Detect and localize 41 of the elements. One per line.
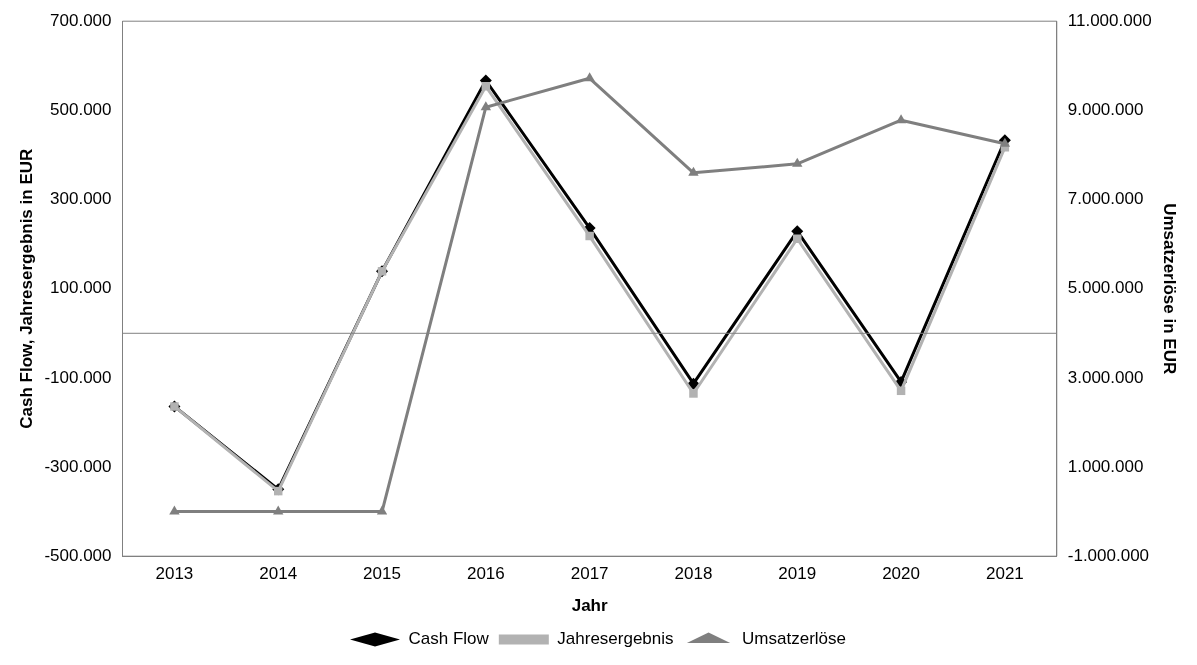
point — [481, 82, 491, 91]
x-tick-label: 2014 — [259, 564, 298, 584]
point — [584, 72, 595, 82]
y-tick-label: 700.000 — [50, 10, 112, 30]
x-tick-label: 2015 — [363, 564, 401, 584]
y2-axis-title: Umsatzerlöse in EUR — [1160, 203, 1180, 375]
point — [689, 389, 698, 398]
legend-label: Cash Flow — [408, 629, 490, 649]
y-tick-label: -500.000 — [44, 545, 112, 565]
y-tick-label: 500.000 — [50, 100, 112, 120]
y-tick-label: -100.000 — [44, 367, 112, 387]
y2-tick-label: 7.000.000 — [1067, 189, 1144, 209]
point — [895, 114, 907, 124]
legend-label: Umsatzerlöse — [742, 629, 846, 649]
point — [480, 101, 492, 111]
point — [376, 505, 388, 515]
y2-tick-label: 3.000.000 — [1067, 367, 1144, 387]
y2-tick-label: 5.000.000 — [1067, 278, 1144, 298]
point — [688, 166, 699, 176]
y2-tick-label: 9.000.000 — [1067, 100, 1144, 120]
y2-tick-label: 11.000.000 — [1067, 10, 1152, 30]
point — [792, 157, 803, 167]
y2-tick-label: -1.000.000 — [1067, 545, 1150, 565]
point — [585, 231, 594, 241]
x-tick-label: 2020 — [882, 564, 920, 584]
legend-label: Jahresergebnis — [557, 629, 674, 649]
x-tick-label: 2013 — [155, 564, 194, 584]
x-tick-label: 2017 — [570, 564, 609, 584]
x-tick-label: 2021 — [985, 564, 1024, 584]
y-axis-title: Cash Flow, Jahresergebnis in EUR — [16, 148, 36, 429]
x-tick-label: 2016 — [466, 564, 505, 584]
x-tick-label: 2018 — [674, 564, 713, 584]
y2-tick-label: 1.000.000 — [1067, 456, 1144, 476]
y-tick-label: 100.000 — [50, 278, 112, 298]
y-tick-label: -300.000 — [44, 456, 112, 476]
point — [273, 505, 284, 515]
point — [169, 505, 180, 515]
x-axis-title: Jahr — [571, 596, 608, 616]
y-tick-label: 300.000 — [50, 189, 112, 209]
x-tick-label: 2019 — [778, 564, 817, 584]
point — [793, 234, 802, 244]
